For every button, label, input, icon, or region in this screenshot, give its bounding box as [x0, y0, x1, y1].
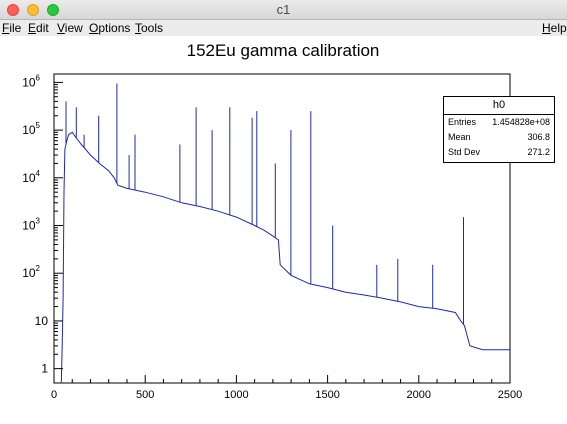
plot-canvas[interactable]: 152Eu gamma calibration 0 500 1000 1500 2000… [0, 36, 567, 424]
x-tick-label: 500 [136, 389, 154, 401]
stats-label: Entries [448, 117, 477, 127]
menu-bar: File Edit View Options Tools Help [0, 20, 567, 36]
stats-value: 271.2 [527, 147, 550, 157]
y-tick-label: 103 [22, 217, 40, 233]
close-window-button[interactable] [7, 4, 19, 16]
stats-label: Std Dev [448, 147, 481, 157]
maximize-window-button[interactable] [47, 4, 59, 16]
plot-frame [53, 73, 511, 384]
y-tick-label: 104 [22, 169, 40, 185]
chart-title: 152Eu gamma calibration [187, 41, 380, 60]
minimize-window-button[interactable] [27, 4, 39, 16]
y-tick-label: 102 [22, 264, 40, 280]
y-tick-label: 1 [41, 362, 48, 376]
y-tick-label: 106 [22, 73, 40, 89]
stats-row-mean: Mean 306.8 [448, 130, 550, 145]
stats-row-entries: Entries 1.454828e+08 [448, 115, 550, 130]
menu-help[interactable]: Help [542, 21, 567, 35]
x-tick-label: 0 [51, 389, 57, 401]
spectrum-line [60, 131, 510, 384]
menu-edit[interactable]: Edit [28, 21, 49, 35]
x-tick-label: 1000 [224, 389, 248, 401]
y-tick-label: 10 [35, 314, 49, 328]
y-tick-label: 105 [22, 121, 40, 137]
stats-divider [444, 114, 554, 115]
title-bar: c1 [0, 0, 567, 20]
stats-title: h0 [492, 99, 506, 111]
x-tick-label: 1500 [315, 389, 339, 401]
stats-label: Mean [448, 132, 471, 142]
x-tick-label: 2500 [498, 389, 522, 401]
window-title: c1 [276, 2, 291, 17]
stats-row-stddev: Std Dev 271.2 [448, 145, 550, 160]
stats-value: 1.454828e+08 [492, 117, 550, 127]
menu-view[interactable]: View [57, 21, 83, 35]
histogram-chart: 152Eu gamma calibration 0 500 1000 1500 2000… [22, 41, 522, 401]
menu-tools[interactable]: Tools [135, 21, 164, 35]
menu-file[interactable]: File [2, 21, 22, 35]
menu-options[interactable]: Options [89, 21, 131, 35]
stats-box: h0 Entries 1.454828e+08 Mean 306.8 Std D… [443, 96, 555, 163]
stats-value: 306.8 [527, 132, 550, 142]
x-tick-label: 2000 [407, 389, 431, 401]
